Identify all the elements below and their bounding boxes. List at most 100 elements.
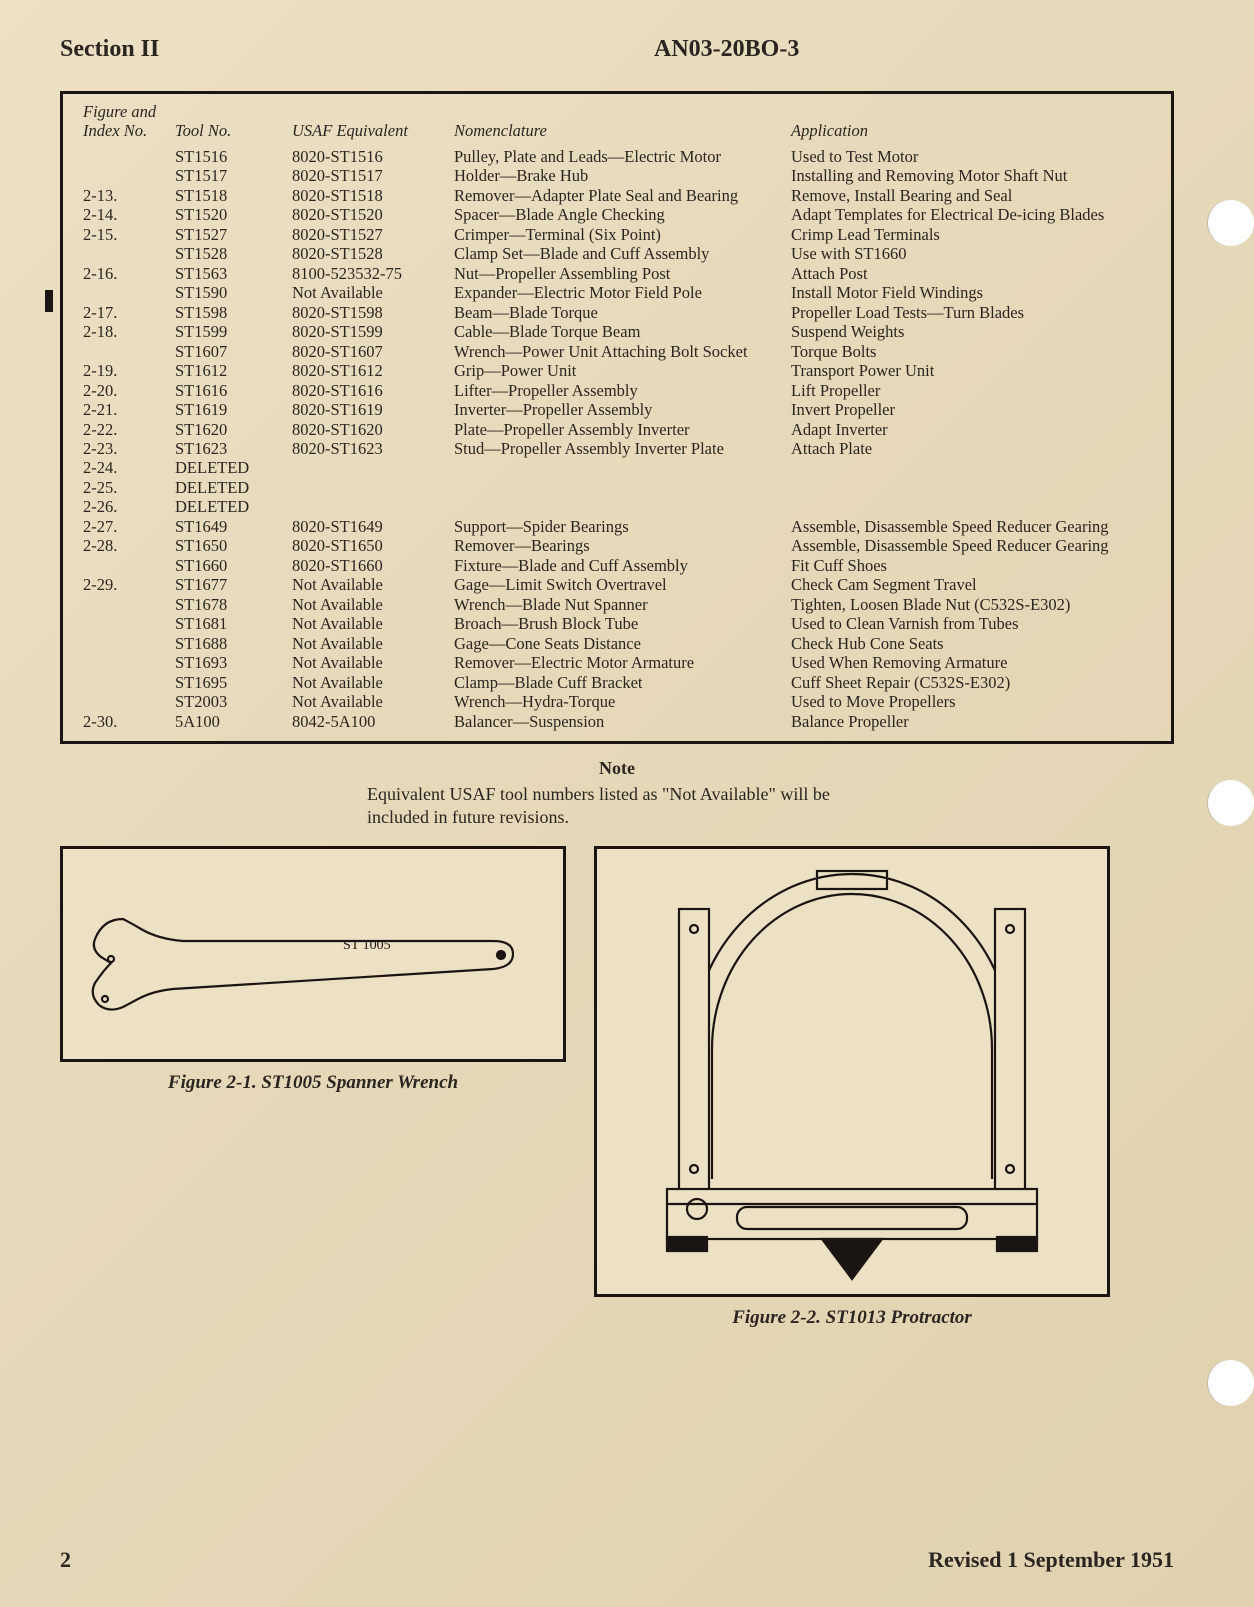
table-cell-fig (77, 244, 169, 263)
table-row: 2-13.ST15188020-ST1518Remover—Adapter Pl… (77, 186, 1157, 205)
table-cell-tool: ST1516 (169, 147, 286, 166)
table-cell-app: Use with ST1660 (785, 244, 1157, 263)
table-cell-fig (77, 147, 169, 166)
table-row: 2-16.ST15638100-523532-75Nut—Propeller A… (77, 264, 1157, 283)
table-cell-fig: 2-20. (77, 381, 169, 400)
table-cell-fig: 2-16. (77, 264, 169, 283)
table-cell-fig: 2-19. (77, 361, 169, 380)
col-header-tool: Tool No. (169, 100, 286, 147)
table-row: 2-17.ST15988020-ST1598Beam—Blade TorqueP… (77, 303, 1157, 322)
table-cell-usaf: 8020-ST1518 (286, 186, 448, 205)
note-body: Equivalent USAF tool numbers listed as "… (367, 783, 867, 828)
table-cell-fig: 2-15. (77, 225, 169, 244)
table-cell-nom: Balancer—Suspension (448, 712, 785, 731)
table-cell-nom: Remover—Electric Motor Armature (448, 653, 785, 672)
table-cell-nom: Nut—Propeller Assembling Post (448, 264, 785, 283)
table-row: 2-19.ST16128020-ST1612Grip—Power UnitTra… (77, 361, 1157, 380)
table-cell-usaf: 8020-ST1516 (286, 147, 448, 166)
table-cell-tool: ST1695 (169, 673, 286, 692)
table-cell-app (785, 458, 1157, 477)
table-cell-usaf: Not Available (286, 283, 448, 302)
table-cell-app: Installing and Removing Motor Shaft Nut (785, 166, 1157, 185)
table-cell-tool: ST1590 (169, 283, 286, 302)
table-cell-fig: 2-30. (77, 712, 169, 731)
table-cell-tool: DELETED (169, 497, 286, 516)
table-cell-usaf: Not Available (286, 653, 448, 672)
table-cell-usaf: 8020-ST1528 (286, 244, 448, 263)
table-cell-usaf: 8100-523532-75 (286, 264, 448, 283)
figures-row: ST 1005 Figure 2-1. ST1005 Spanner Wrenc… (60, 846, 1174, 1329)
table-row: ST1695Not AvailableClamp—Blade Cuff Brac… (77, 673, 1157, 692)
table-cell-app: Assemble, Disassemble Speed Reducer Gear… (785, 536, 1157, 555)
table-row: ST1678Not AvailableWrench—Blade Nut Span… (77, 595, 1157, 614)
table-row: 2-23.ST16238020-ST1623Stud—Propeller Ass… (77, 439, 1157, 458)
table-cell-nom: Crimper—Terminal (Six Point) (448, 225, 785, 244)
table-cell-nom: Stud—Propeller Assembly Inverter Plate (448, 439, 785, 458)
table-cell-usaf: Not Available (286, 595, 448, 614)
table-cell-tool: ST1678 (169, 595, 286, 614)
page-header: Section II AN03-20BO-3 (60, 36, 1174, 63)
table-row: 2-18.ST15998020-ST1599Cable—Blade Torque… (77, 322, 1157, 341)
table-cell-nom: Lifter—Propeller Assembly (448, 381, 785, 400)
table-cell-app: Used to Clean Varnish from Tubes (785, 614, 1157, 633)
table-cell-usaf: Not Available (286, 673, 448, 692)
table-cell-app: Suspend Weights (785, 322, 1157, 341)
table-cell-tool: ST1620 (169, 420, 286, 439)
table-cell-fig (77, 166, 169, 185)
table-row: 2-30.5A1008042-5A100Balancer—SuspensionB… (77, 712, 1157, 731)
table-cell-app (785, 478, 1157, 497)
table-cell-nom: Gage—Limit Switch Overtravel (448, 575, 785, 594)
table-cell-tool: ST1623 (169, 439, 286, 458)
table-cell-app: Attach Post (785, 264, 1157, 283)
table-cell-nom: Wrench—Hydra-Torque (448, 692, 785, 711)
table-cell-nom: Broach—Brush Block Tube (448, 614, 785, 633)
table-cell-nom: Wrench—Power Unit Attaching Bolt Socket (448, 342, 785, 361)
table-cell-usaf: Not Available (286, 614, 448, 633)
table-cell-usaf: 8020-ST1619 (286, 400, 448, 419)
table-cell-app: Used to Test Motor (785, 147, 1157, 166)
table-cell-app (785, 497, 1157, 516)
table-cell-usaf: Not Available (286, 575, 448, 594)
table-row: ST2003Not AvailableWrench—Hydra-TorqueUs… (77, 692, 1157, 711)
spanner-wrench-drawing: ST 1005 (63, 849, 563, 1059)
table-cell-nom: Cable—Blade Torque Beam (448, 322, 785, 341)
table-row: 2-27.ST16498020-ST1649Support—Spider Bea… (77, 517, 1157, 536)
table-cell-app: Crimp Lead Terminals (785, 225, 1157, 244)
table-row: ST1590Not AvailableExpander—Electric Mot… (77, 283, 1157, 302)
table-cell-nom: Holder—Brake Hub (448, 166, 785, 185)
table-cell-fig: 2-22. (77, 420, 169, 439)
table-cell-fig (77, 614, 169, 633)
table-cell-fig: 2-21. (77, 400, 169, 419)
table-cell-tool: ST1598 (169, 303, 286, 322)
table-cell-usaf: 8020-ST1650 (286, 536, 448, 555)
table-cell-fig: 2-18. (77, 322, 169, 341)
col-header-nomenclature: Nomenclature (448, 100, 785, 147)
note-title: Note (367, 758, 867, 779)
tool-table: Figure and Index No. Tool No. USAF Equiv… (77, 100, 1157, 731)
table-cell-tool: ST1681 (169, 614, 286, 633)
figure-2-1-caption: Figure 2-1. ST1005 Spanner Wrench (60, 1072, 566, 1094)
table-row: 2-28.ST16508020-ST1650Remover—BearingsAs… (77, 536, 1157, 555)
table-cell-usaf: 8020-ST1649 (286, 517, 448, 536)
table-cell-usaf: 8020-ST1620 (286, 420, 448, 439)
table-row: 2-24.DELETED (77, 458, 1157, 477)
table-cell-tool: DELETED (169, 458, 286, 477)
table-cell-app: Adapt Templates for Electrical De-icing … (785, 205, 1157, 224)
table-cell-app: Fit Cuff Shoes (785, 556, 1157, 575)
table-cell-usaf: 8020-ST1616 (286, 381, 448, 400)
table-cell-app: Tighten, Loosen Blade Nut (C532S-E302) (785, 595, 1157, 614)
table-cell-app: Balance Propeller (785, 712, 1157, 731)
table-cell-usaf: 8020-ST1517 (286, 166, 448, 185)
table-cell-tool: ST1528 (169, 244, 286, 263)
table-cell-usaf: 8020-ST1607 (286, 342, 448, 361)
revision-bar (45, 290, 53, 312)
punch-hole (1207, 780, 1254, 826)
table-cell-fig (77, 556, 169, 575)
table-cell-tool: ST1650 (169, 536, 286, 555)
table-cell-tool: ST1599 (169, 322, 286, 341)
table-row: 2-22.ST16208020-ST1620Plate—Propeller As… (77, 420, 1157, 439)
table-cell-fig (77, 653, 169, 672)
table-cell-fig: 2-29. (77, 575, 169, 594)
table-row: 2-21.ST16198020-ST1619Inverter—Propeller… (77, 400, 1157, 419)
table-cell-usaf: 8020-ST1623 (286, 439, 448, 458)
